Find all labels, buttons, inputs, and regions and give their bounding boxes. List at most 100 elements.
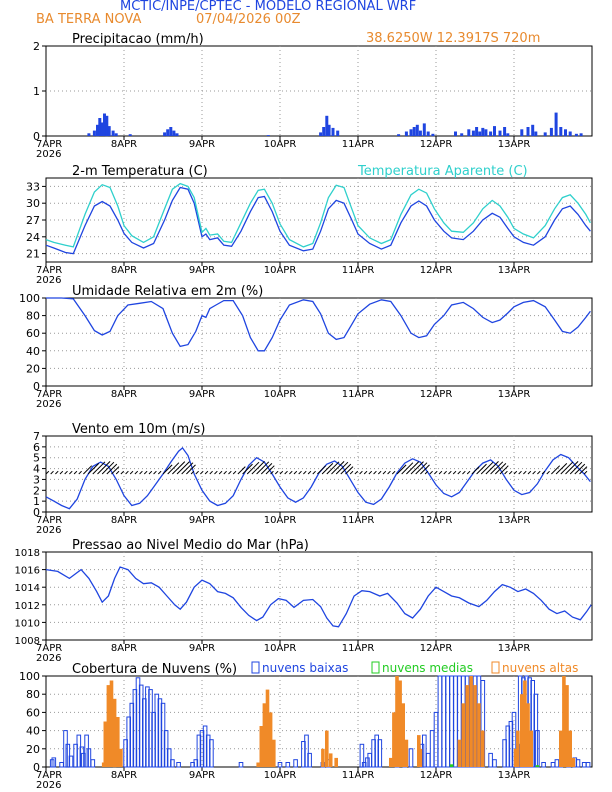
x-tick-label: 10APR <box>264 139 297 150</box>
x-tick-label: 7APR <box>36 265 62 276</box>
bar <box>202 725 208 768</box>
bar <box>422 734 427 768</box>
x-tick-label: 10APR <box>264 515 297 526</box>
wind-arrow <box>317 465 327 475</box>
wind-arrow <box>148 470 153 475</box>
wind-arrow <box>120 470 125 475</box>
x-tick-label: 7APR <box>36 139 62 150</box>
wind-arrow <box>279 470 284 475</box>
bar <box>334 757 338 767</box>
wind-arrow <box>429 470 433 475</box>
x-tick-label: 11APR <box>342 770 375 781</box>
bar <box>59 762 64 768</box>
bar <box>454 131 457 136</box>
bar <box>266 135 270 136</box>
bar <box>493 126 496 136</box>
wind-arrow <box>101 461 115 475</box>
x-tick-label: 7APR <box>36 389 62 400</box>
panel-title: 2-m Temperatura (C) <box>72 164 208 179</box>
bar <box>554 112 558 136</box>
wind-arrow <box>326 461 340 475</box>
x-tick-label: 11APR <box>342 139 375 150</box>
x-tick-label: 13APR <box>498 643 531 654</box>
panel-title: Precipitacao (mm/h) <box>72 32 204 47</box>
y-tick-label: 27 <box>26 214 40 227</box>
run-date-label: 07/04/2026 00Z <box>196 12 301 27</box>
bar <box>579 133 583 136</box>
wind-arrow <box>242 463 253 475</box>
x-tick-label: 9APR <box>189 389 215 400</box>
bar <box>331 127 335 136</box>
bar <box>568 131 572 136</box>
bar <box>328 753 333 767</box>
y-tick-label: 100 <box>19 292 40 305</box>
bar <box>412 127 416 136</box>
y-tick-label: 33 <box>26 180 40 193</box>
y-tick-label: 20 <box>26 362 40 375</box>
wind-arrow <box>448 470 452 475</box>
bar <box>478 131 482 136</box>
wind-arrow <box>200 470 204 475</box>
wind-arrow <box>415 462 428 475</box>
legend-entry: Temperatura Aparente (C) <box>357 164 528 179</box>
bar <box>445 675 450 768</box>
x-tick-label: 7APR <box>36 770 62 781</box>
bar <box>163 132 167 136</box>
x-tick-label: 12APR <box>420 643 453 654</box>
wind-arrow <box>391 470 396 475</box>
bar <box>543 132 547 136</box>
wind-arrow <box>111 466 120 475</box>
bar <box>374 734 379 768</box>
bar <box>277 762 283 768</box>
wind-arrow <box>92 461 106 475</box>
y-tick-label: 100 <box>19 670 40 683</box>
bar <box>564 129 567 137</box>
x-tick-label: 8APR <box>111 770 137 781</box>
y-tick-label: 1014 <box>15 583 40 594</box>
bar <box>319 132 323 136</box>
x-tick-label: 9APR <box>189 265 215 276</box>
x-tick-label: 9APR <box>189 139 215 150</box>
wind-arrow <box>406 461 420 475</box>
bar <box>196 734 202 768</box>
x-axis-year-label: 2026 <box>36 653 61 664</box>
wind-arrow <box>237 466 246 475</box>
wind-arrow <box>293 470 298 475</box>
wind-arrow <box>382 470 387 475</box>
wind-arrow <box>50 470 54 475</box>
bar <box>272 739 276 767</box>
bar <box>531 124 535 137</box>
bar <box>325 115 329 137</box>
wind-arrow <box>368 470 373 475</box>
wind-vectors <box>45 461 588 475</box>
wind-arrow <box>513 470 518 475</box>
bar <box>574 133 578 137</box>
y-tick-label: 5 <box>33 452 40 465</box>
bar <box>554 759 560 768</box>
bar <box>422 123 426 136</box>
wind-arrow <box>167 462 180 475</box>
bar <box>541 762 546 768</box>
y-tick-label: 0 <box>33 761 40 774</box>
wind-arrow <box>157 470 162 475</box>
wind-arrow <box>143 470 148 475</box>
bar <box>467 129 471 137</box>
bar <box>166 129 170 137</box>
bar <box>513 748 518 767</box>
bar <box>304 734 309 768</box>
series-line <box>45 182 591 248</box>
bar <box>585 762 591 768</box>
wind-arrow <box>45 470 50 475</box>
x-tick-label: 8APR <box>111 139 137 150</box>
wind-arrow <box>508 470 513 475</box>
wind-arrow <box>260 463 273 475</box>
y-tick-label: 6 <box>33 441 40 454</box>
wind-arrow <box>331 461 345 475</box>
wind-arrow <box>565 461 579 475</box>
bar <box>265 689 270 767</box>
bar <box>492 759 497 768</box>
wind-arrow <box>125 470 129 475</box>
bar <box>425 752 431 768</box>
wind-arrow <box>363 470 368 475</box>
wind-arrow <box>115 470 120 475</box>
